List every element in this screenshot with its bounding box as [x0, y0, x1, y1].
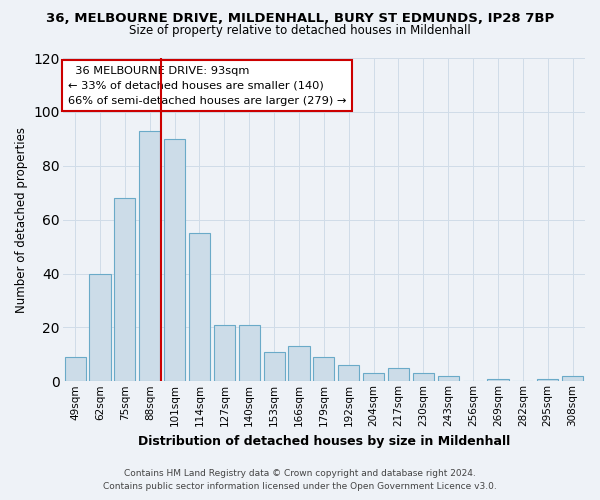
Bar	[313, 357, 334, 382]
Bar	[388, 368, 409, 382]
Bar	[289, 346, 310, 382]
Bar	[164, 139, 185, 382]
Bar	[139, 130, 160, 382]
Bar	[487, 378, 509, 382]
Bar	[115, 198, 136, 382]
Bar	[562, 376, 583, 382]
Bar	[214, 324, 235, 382]
Y-axis label: Number of detached properties: Number of detached properties	[15, 126, 28, 312]
Text: Contains HM Land Registry data © Crown copyright and database right 2024.
Contai: Contains HM Land Registry data © Crown c…	[103, 469, 497, 491]
Bar	[89, 274, 110, 382]
Bar	[363, 373, 384, 382]
Bar	[437, 376, 459, 382]
Bar	[239, 324, 260, 382]
X-axis label: Distribution of detached houses by size in Mildenhall: Distribution of detached houses by size …	[138, 434, 510, 448]
Text: Size of property relative to detached houses in Mildenhall: Size of property relative to detached ho…	[129, 24, 471, 37]
Bar	[338, 365, 359, 382]
Text: 36 MELBOURNE DRIVE: 93sqm  
← 33% of detached houses are smaller (140)
66% of se: 36 MELBOURNE DRIVE: 93sqm ← 33% of detac…	[68, 66, 346, 106]
Bar	[65, 357, 86, 382]
Bar	[537, 378, 558, 382]
Bar	[413, 373, 434, 382]
Bar	[263, 352, 284, 382]
Bar	[189, 233, 210, 382]
Text: 36, MELBOURNE DRIVE, MILDENHALL, BURY ST EDMUNDS, IP28 7BP: 36, MELBOURNE DRIVE, MILDENHALL, BURY ST…	[46, 12, 554, 26]
